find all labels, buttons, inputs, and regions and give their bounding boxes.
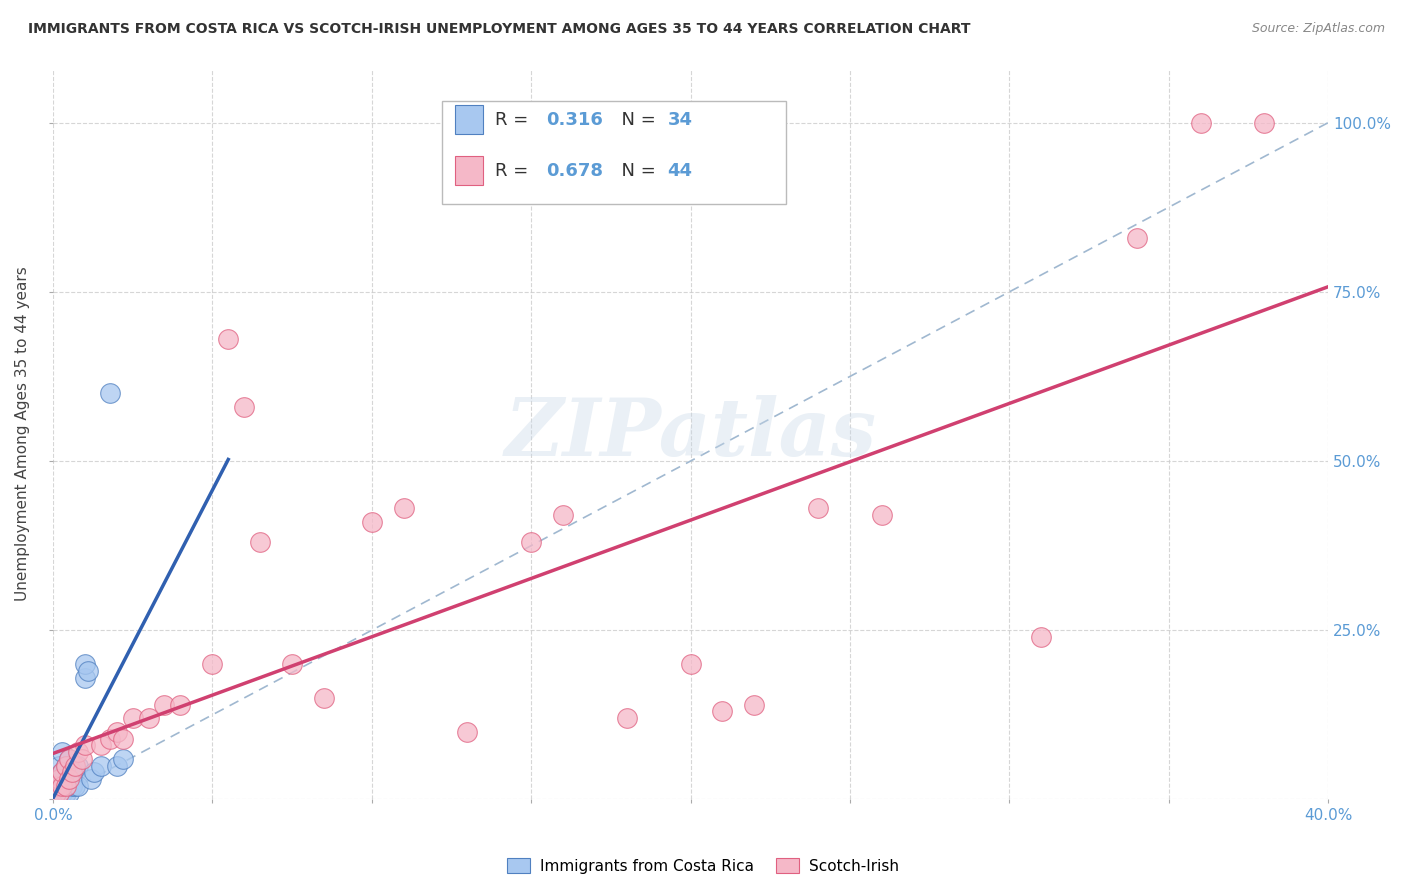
Point — [551, 508, 574, 523]
Point — [80, 772, 103, 786]
Point — [51, 765, 73, 780]
Text: IMMIGRANTS FROM COSTA RICA VS SCOTCH-IRISH UNEMPLOYMENT AMONG AGES 35 TO 44 YEAR: IMMIGRANTS FROM COSTA RICA VS SCOTCH-IRI… — [28, 22, 970, 37]
Point — [520, 535, 543, 549]
Point — [51, 765, 73, 780]
Point — [90, 739, 112, 753]
Point — [98, 386, 121, 401]
Point — [807, 501, 830, 516]
Point — [67, 745, 90, 759]
Point — [58, 752, 80, 766]
Point — [90, 758, 112, 772]
Point — [48, 758, 70, 772]
Point — [48, 772, 70, 786]
Text: R =: R = — [495, 111, 534, 128]
Point — [58, 786, 80, 800]
Point — [60, 765, 83, 780]
Point — [360, 515, 382, 529]
Point — [60, 765, 83, 780]
Text: 0.678: 0.678 — [547, 161, 603, 180]
Point — [48, 772, 70, 786]
Text: Source: ZipAtlas.com: Source: ZipAtlas.com — [1251, 22, 1385, 36]
Point — [60, 779, 83, 793]
Point — [45, 786, 67, 800]
Point — [1126, 230, 1149, 244]
Point — [55, 779, 77, 793]
Point — [73, 671, 96, 685]
Point — [45, 772, 67, 786]
Y-axis label: Unemployment Among Ages 35 to 44 years: Unemployment Among Ages 35 to 44 years — [15, 267, 30, 601]
Point — [58, 772, 80, 786]
Point — [55, 758, 77, 772]
Point — [138, 711, 160, 725]
Point — [67, 758, 90, 772]
Point — [65, 765, 87, 780]
Point — [45, 786, 67, 800]
Point — [312, 690, 335, 705]
Point — [679, 657, 702, 672]
Point — [55, 786, 77, 800]
FancyBboxPatch shape — [441, 102, 786, 203]
Text: 44: 44 — [668, 161, 693, 180]
Legend: Immigrants from Costa Rica, Scotch-Irish: Immigrants from Costa Rica, Scotch-Irish — [502, 852, 904, 880]
Point — [51, 786, 73, 800]
Text: R =: R = — [495, 161, 534, 180]
Point — [73, 739, 96, 753]
Point — [1189, 116, 1212, 130]
Point — [70, 752, 93, 766]
Point — [51, 745, 73, 759]
Point — [67, 779, 90, 793]
Point — [112, 752, 135, 766]
Bar — [454, 156, 482, 186]
Point — [105, 758, 128, 772]
Point — [45, 779, 67, 793]
Text: N =: N = — [610, 161, 662, 180]
Point — [58, 772, 80, 786]
Point — [870, 508, 893, 523]
Point — [616, 711, 638, 725]
Point — [281, 657, 304, 672]
Point — [65, 758, 87, 772]
Point — [201, 657, 224, 672]
Point — [55, 758, 77, 772]
Point — [51, 772, 73, 786]
Point — [73, 657, 96, 672]
Point — [153, 698, 176, 712]
Point — [217, 332, 239, 346]
Point — [1031, 630, 1053, 644]
Point — [45, 786, 67, 800]
Point — [51, 779, 73, 793]
Point — [77, 664, 100, 678]
Point — [121, 711, 143, 725]
Point — [48, 779, 70, 793]
Point — [48, 786, 70, 800]
Point — [98, 731, 121, 746]
Point — [711, 705, 734, 719]
Point — [1253, 116, 1275, 130]
Point — [249, 535, 271, 549]
Text: 34: 34 — [668, 111, 693, 128]
Point — [456, 724, 478, 739]
Text: ZIPatlas: ZIPatlas — [505, 395, 876, 473]
Point — [51, 779, 73, 793]
Point — [105, 724, 128, 739]
Point — [58, 752, 80, 766]
Point — [65, 779, 87, 793]
Point — [112, 731, 135, 746]
Bar — [454, 105, 482, 135]
Point — [742, 698, 765, 712]
Point — [83, 765, 105, 780]
Text: 0.316: 0.316 — [547, 111, 603, 128]
Point — [45, 779, 67, 793]
Point — [169, 698, 191, 712]
Point — [233, 400, 256, 414]
Point — [392, 501, 415, 516]
Point — [48, 786, 70, 800]
Point — [55, 779, 77, 793]
Text: N =: N = — [610, 111, 662, 128]
